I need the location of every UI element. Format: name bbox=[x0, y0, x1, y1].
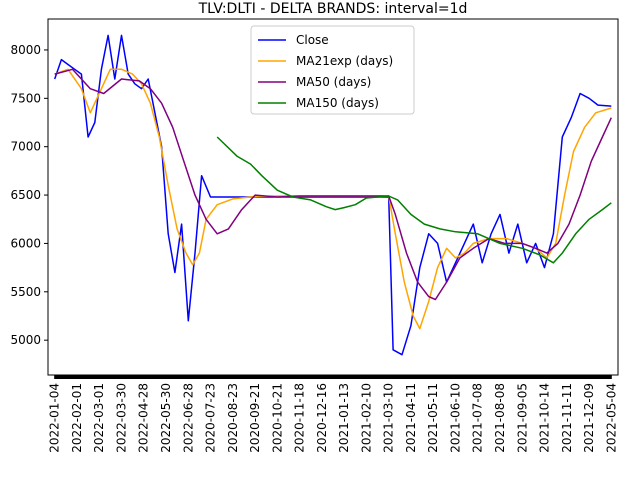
legend-label-0: Close bbox=[296, 33, 329, 47]
x-tick-label-2: 2022-03-01 bbox=[92, 383, 106, 453]
x-tick-label-13: 2021-01-13 bbox=[337, 383, 351, 453]
chart-title: TLV:DLTI - DELTA BRANDS: interval=1d bbox=[198, 1, 468, 17]
x-tick-label-18: 2021-06-10 bbox=[448, 383, 462, 453]
legend-box bbox=[250, 25, 415, 115]
y-tick-label-1: 5500 bbox=[10, 285, 41, 299]
x-tick-label-17: 2021-05-11 bbox=[426, 383, 440, 453]
y-tick-label-5: 7500 bbox=[10, 91, 41, 105]
y-tick-label-0: 5000 bbox=[10, 333, 41, 347]
x-tick-label-24: 2021-12-09 bbox=[582, 383, 596, 453]
x-tick-label-10: 2020-10-21 bbox=[270, 383, 284, 453]
y-tick-label-3: 6500 bbox=[10, 188, 41, 202]
x-tick-label-23: 2021-11-11 bbox=[560, 383, 574, 453]
x-tick-label-15: 2021-03-10 bbox=[382, 383, 396, 453]
series-line-2 bbox=[54, 68, 612, 301]
y-tick-label-2: 6000 bbox=[10, 236, 41, 250]
x-tick-label-3: 2022-03-30 bbox=[114, 383, 128, 453]
x-tick-label-14: 2021-02-10 bbox=[359, 383, 373, 453]
x-tick-label-7: 2020-07-23 bbox=[204, 383, 218, 453]
legend: Close MA21exp (days) MA50 (days) MA150 (day… bbox=[250, 25, 415, 115]
x-tick-label-1: 2022-02-01 bbox=[70, 383, 84, 453]
x-axis: 2022-01-04 2022-02-01 2022-03-01 2022-03-30… bbox=[48, 375, 618, 453]
x-tick-label-20: 2021-08-08 bbox=[493, 383, 507, 453]
y-tick-label-6: 8000 bbox=[10, 43, 41, 57]
y-axis: 5000 5500 6000 6500 7000 7500 8000 bbox=[10, 43, 48, 347]
x-tick-label-22: 2021-10-14 bbox=[538, 383, 552, 453]
y-tick-label-4: 7000 bbox=[10, 140, 41, 154]
x-tick-label-6: 2022-06-28 bbox=[181, 383, 195, 453]
x-tick-label-16: 2021-04-11 bbox=[404, 383, 418, 453]
legend-label-1: MA21exp (days) bbox=[296, 54, 393, 68]
x-tick-band bbox=[54, 375, 612, 379]
x-tick-label-11: 2020-11-18 bbox=[293, 383, 307, 453]
x-tick-label-25: 2022-05-04 bbox=[604, 383, 618, 453]
x-tick-label-21: 2021-09-05 bbox=[515, 383, 529, 453]
legend-label-3: MA150 (days) bbox=[296, 96, 379, 110]
series-line-0 bbox=[53, 34, 612, 356]
legend-label-2: MA50 (days) bbox=[296, 75, 371, 89]
series-layer bbox=[53, 34, 612, 356]
x-tick-label-19: 2021-07-08 bbox=[471, 383, 485, 453]
x-tick-label-12: 2020-12-16 bbox=[315, 383, 329, 453]
x-tick-label-4: 2022-04-28 bbox=[137, 383, 151, 453]
x-tick-label-5: 2022-05-30 bbox=[159, 383, 173, 453]
x-tick-label-8: 2020-08-23 bbox=[226, 383, 240, 453]
series-line-3 bbox=[216, 136, 612, 264]
x-tick-label-0: 2022-01-04 bbox=[48, 383, 62, 453]
x-tick-label-9: 2020-09-21 bbox=[248, 383, 262, 453]
